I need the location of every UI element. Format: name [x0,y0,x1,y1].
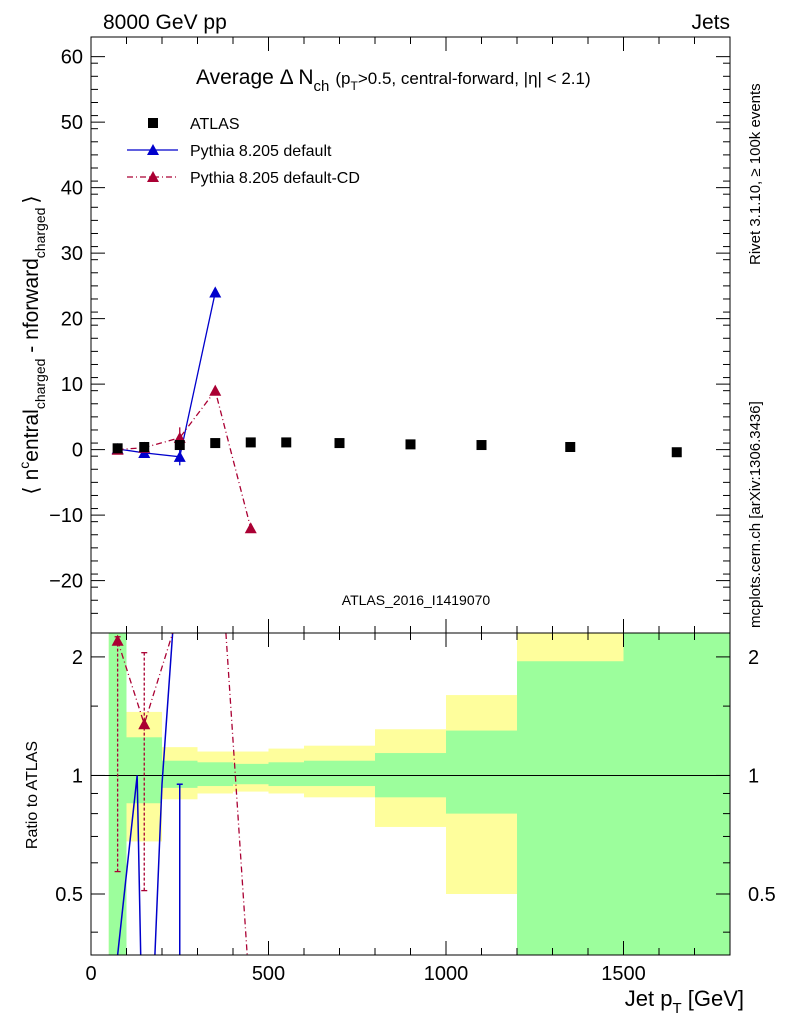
atlas-point [245,437,256,448]
ratio-band-green [304,760,375,787]
cd-point [209,384,222,396]
default-point [209,286,222,298]
main-ytick-label: 0 [72,440,83,462]
ratio-ytick-label: 0.5 [55,884,83,906]
plot-title: Average Δ Nch (pT>0.5, central-forward, |… [196,66,591,95]
default-line [117,292,216,458]
atlas-point [139,441,150,452]
atlas-point [476,440,487,451]
ratio-bands [108,633,730,955]
main-panel: −20 −10 0 10 20 30 40 50 60 Average Δ Nch (pT>0.5… [16,36,731,634]
ratio-band-green [623,633,730,955]
legend-marker-cd [147,171,159,182]
ratio-xtick-label: 500 [252,963,285,985]
cd-point [244,522,257,534]
main-ytick-label: 20 [61,309,83,331]
source-label: mcplots.cern.ch [arXiv:1306.3436] [747,401,764,628]
main-ytick-label: 10 [61,374,83,396]
ratio-band-green [162,760,198,788]
ratio-xtick-label: 1500 [601,963,646,985]
default-point [173,450,186,462]
ratio-cd-line [225,632,248,956]
atlas-point [281,437,292,448]
category-label: Jets [691,11,730,34]
rivet-label: Rivet 3.1.10, ≥ 100k events [747,83,764,265]
atlas-point [174,440,185,451]
main-ytick-label: 30 [61,243,83,265]
legend-marker-default [147,144,159,155]
ratio-default-line [154,632,174,956]
atlas-point [671,447,682,458]
atlas-point [334,438,345,449]
atlas-point [405,439,416,450]
x-axis-label: Jet pT [GeV] [625,986,744,1017]
ratio-xtick-label: 1000 [424,963,469,985]
main-marks [111,286,682,534]
ratio-band-green [197,762,233,787]
legend-label-default: Pythia 8.205 default [190,143,332,160]
ratio-band-green [268,762,304,787]
main-ytick-label: 50 [61,112,83,134]
main-ytick-label: −20 [49,571,83,593]
ratio-ytick-label: 1 [72,765,83,787]
ratio-marks [91,632,730,956]
main-ytick-label: 60 [61,47,83,69]
legend-label-atlas: ATLAS [190,116,240,133]
main-ytick-label: 40 [61,178,83,200]
main-axes: −20 −10 0 10 20 30 40 50 60 [49,37,730,633]
ratio-cd-point [138,718,151,730]
legend: ATLAS Pythia 8.205 default Pythia 8.205 … [127,116,360,187]
atlas-point [210,438,221,449]
ratio-ytick-label: 2 [72,647,83,669]
legend-label-cd: Pythia 8.205 default-CD [190,170,360,187]
cd-line [117,389,252,529]
main-frame [90,36,731,634]
energy-label: 8000 GeV pp [103,11,227,34]
main-ylabel: ⟨ncentralcharged - nforwardcharged⟩ [16,195,48,494]
ratio-default-line [116,775,142,956]
ratio-ytick-label-right: 2 [748,647,759,669]
ratio-ytick-label-right: 0.5 [748,884,776,906]
atlas-point [112,443,123,454]
ratio-band-green [517,661,624,955]
main-ytick-label: −10 [49,505,83,527]
ratio-xtick-label: 0 [85,963,96,985]
ratio-band-green [446,730,517,814]
ratio-panel: 0.5 0.5 1 1 2 2 0 500 1000 1500 Ratio to ATLAS Je… [24,632,776,1017]
ratio-axes: 0.5 0.5 1 1 2 2 0 500 1000 1500 [55,633,776,985]
ratio-cd-point [111,634,124,646]
analysis-watermark: ATLAS_2016_I1419070 [342,592,491,608]
ratio-band-green [233,763,269,785]
ratio-ytick-label-right: 1 [748,765,759,787]
legend-marker-atlas [148,118,158,128]
atlas-point [565,441,576,452]
ratio-ylabel: Ratio to ATLAS [24,741,41,849]
